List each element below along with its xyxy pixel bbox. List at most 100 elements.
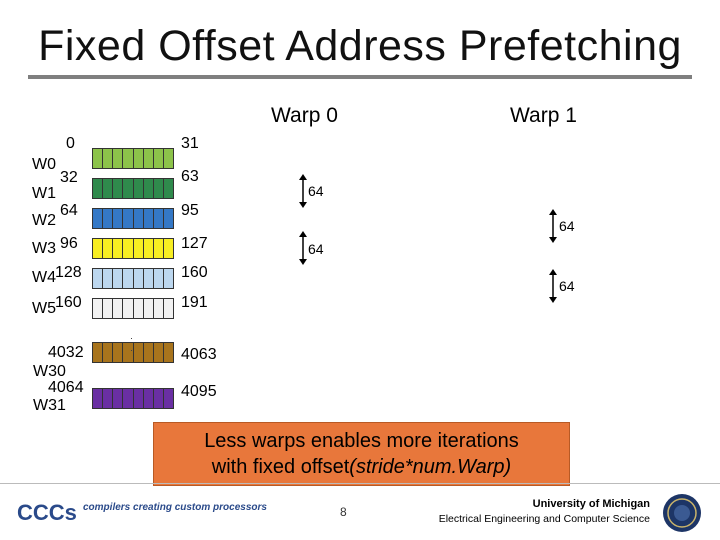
warp0-offset-label-2: 64: [308, 241, 324, 257]
memory-cell: [113, 299, 124, 318]
memory-cell: [133, 343, 144, 362]
ccc-tagline: compilers creating custom processors: [83, 502, 267, 513]
memory-cell: [143, 239, 154, 258]
memory-cell: [143, 389, 154, 408]
ellipsis-dot: [131, 338, 132, 339]
callout-line-2: with fixed offset(stride*num.Warp): [211, 456, 512, 478]
row-w2-end: 95: [181, 202, 199, 219]
memory-cell: [163, 179, 173, 198]
memory-block-w2: [92, 208, 174, 229]
double-arrow-icon: [297, 231, 309, 265]
callout-line-1: Less warps enables more iterations: [204, 430, 519, 452]
memory-cell: [153, 343, 164, 362]
memory-cell: [93, 299, 104, 318]
department-name: Electrical Engineering and Computer Scie…: [438, 513, 650, 525]
memory-cell: [93, 389, 104, 408]
memory-block-w3: [92, 238, 174, 259]
row-w3-end: 127: [181, 235, 208, 252]
page-number: 8: [340, 505, 347, 519]
memory-cell: [113, 209, 124, 228]
memory-block-w0: [92, 148, 174, 169]
memory-cell: [153, 269, 164, 288]
memory-cell: [133, 389, 144, 408]
memory-cell: [93, 343, 104, 362]
memory-cell: [93, 179, 104, 198]
warp0-offset-label-1: 64: [308, 183, 324, 199]
memory-cell: [153, 389, 164, 408]
row-w4-end: 160: [181, 264, 208, 281]
row-w2-name: W2: [32, 212, 56, 229]
university-name: University of Michigan: [532, 498, 650, 510]
memory-cell: [163, 209, 173, 228]
row-w30-end: 4063: [181, 346, 217, 363]
memory-cell: [133, 209, 144, 228]
memory-cell: [133, 239, 144, 258]
row-w3-name: W3: [32, 240, 56, 257]
memory-cell: [153, 179, 164, 198]
memory-cell: [123, 179, 134, 198]
memory-cell: [143, 149, 154, 168]
memory-cell: [113, 239, 124, 258]
memory-cell: [93, 209, 104, 228]
memory-cell: [163, 343, 173, 362]
memory-cell: [103, 299, 114, 318]
memory-cell: [153, 209, 164, 228]
memory-block-w30: [92, 342, 174, 363]
memory-cell: [113, 269, 124, 288]
memory-block-w5: [92, 298, 174, 319]
memory-cell: [103, 269, 114, 288]
memory-cell: [143, 343, 154, 362]
memory-cell: [113, 343, 124, 362]
memory-cell: [123, 269, 134, 288]
row-w31-start: 4064: [48, 379, 84, 396]
university-seal-icon: [662, 493, 702, 533]
row-w4-start: 128: [55, 264, 82, 281]
memory-cell: [93, 149, 104, 168]
memory-cell: [153, 149, 164, 168]
row-w0-end: 31: [181, 135, 199, 152]
row-w5-start: 160: [55, 294, 82, 311]
memory-cell: [93, 269, 104, 288]
memory-cell: [103, 389, 114, 408]
university-block: University of Michigan Electrical Engine…: [420, 497, 650, 527]
memory-cell: [153, 239, 164, 258]
memory-cell: [123, 149, 134, 168]
memory-cell: [143, 299, 154, 318]
memory-block-w31: [92, 388, 174, 409]
memory-cell: [103, 209, 114, 228]
memory-cell: [103, 343, 114, 362]
memory-cell: [163, 269, 173, 288]
memory-block-w1: [92, 178, 174, 199]
row-w5-name: W5: [32, 300, 56, 317]
memory-cell: [113, 179, 124, 198]
memory-block-w4: [92, 268, 174, 289]
row-w30-start: 4032: [48, 344, 84, 361]
memory-cell: [133, 299, 144, 318]
row-w31-name: W31: [33, 397, 66, 414]
warp-0-header: Warp 0: [271, 104, 338, 127]
row-w2-start: 64: [60, 202, 78, 219]
memory-cell: [163, 389, 173, 408]
row-w0-start: 0: [66, 135, 75, 152]
footer-divider: [0, 483, 720, 484]
ellipsis-dot: [131, 350, 132, 351]
memory-cell: [103, 179, 114, 198]
memory-cell: [123, 239, 134, 258]
warp-1-header: Warp 1: [510, 104, 577, 127]
memory-cell: [103, 149, 114, 168]
memory-cell: [123, 389, 134, 408]
memory-cell: [123, 299, 134, 318]
double-arrow-icon: [547, 269, 559, 303]
row-w30-name: W30: [33, 363, 66, 380]
memory-cell: [123, 209, 134, 228]
ccc-logo: CCCs: [15, 497, 265, 527]
row-w4-name: W4: [32, 269, 56, 286]
page-title: Fixed Offset Address Prefetching: [38, 22, 682, 70]
warp1-offset-label-2: 64: [559, 278, 575, 294]
ccc-logo-text: CCCs: [17, 500, 77, 525]
memory-cell: [163, 149, 173, 168]
memory-cell: [163, 239, 173, 258]
warp1-offset-label-1: 64: [559, 218, 575, 234]
memory-cell: [163, 299, 173, 318]
row-w1-end: 63: [181, 168, 199, 185]
